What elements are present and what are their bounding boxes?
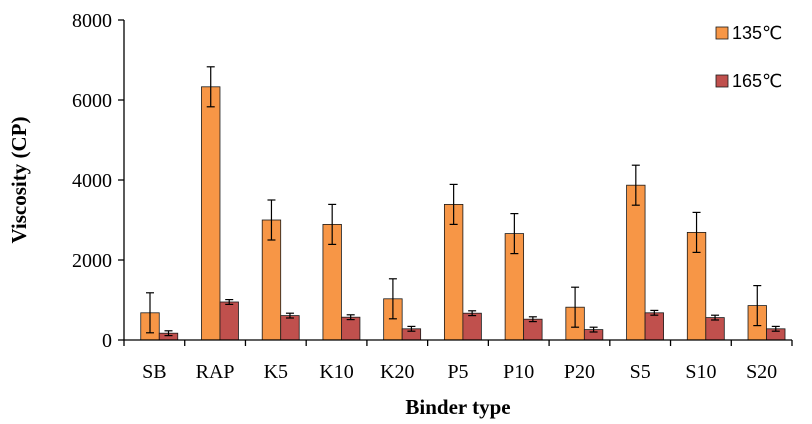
error-bar-p20-series-2 — [589, 326, 598, 333]
bars — [140, 86, 786, 341]
x-tick-label-s20: S20 — [746, 361, 777, 383]
x-tick-label-p20: P20 — [564, 361, 595, 383]
error-bar-s5-series-2 — [650, 309, 659, 316]
error-bar-p5-series-2 — [468, 310, 477, 317]
bar-p5-series-2 — [462, 312, 482, 341]
bar-k5-series-2 — [280, 315, 300, 341]
error-bar-rap-series-2 — [225, 299, 234, 305]
bar-rap-series-2 — [219, 301, 239, 341]
error-bar-rap-series-1 — [206, 66, 215, 108]
legend-label: 135℃ — [732, 23, 782, 43]
bar-p10-series-2 — [523, 318, 543, 341]
error-bar-s20-series-2 — [771, 325, 780, 332]
bar-s10-series-2 — [705, 317, 725, 341]
y-tick-label: 6000 — [72, 90, 112, 112]
x-tick-label-k20: K20 — [380, 361, 414, 383]
legend-swatch — [715, 26, 729, 40]
error-bar-p10-series-2 — [528, 316, 537, 323]
x-tick-label-k5: K5 — [264, 361, 288, 383]
error-bar-s10-series-1 — [692, 211, 701, 253]
error-bar-s10-series-2 — [711, 314, 720, 321]
bar-s5-series-2 — [644, 312, 664, 341]
legend-item-series-1: 135℃ — [715, 23, 782, 43]
error-bar-k10-series-2 — [346, 314, 355, 321]
error-bar-k20-series-1 — [388, 278, 397, 320]
x-axis-title: Binder type — [405, 395, 510, 419]
bar-s5-series-1 — [626, 184, 646, 341]
legend-label: 165℃ — [732, 71, 782, 91]
y-tick-label: 4000 — [72, 170, 112, 192]
x-tick-label-k10: K10 — [319, 361, 353, 383]
x-tick-label-s10: S10 — [685, 361, 716, 383]
x-axis-ticks: SB RAP K5 K10 K20 P5 P10 P20 S5 S10 S20 — [123, 340, 793, 383]
error-bar-p10-series-1 — [510, 213, 519, 255]
y-tick-label: 0 — [102, 330, 112, 352]
error-bar-k5-series-2 — [285, 312, 294, 319]
x-tick-label-p5: P5 — [447, 361, 468, 383]
error-bar-s20-series-1 — [753, 285, 762, 327]
legend: 135℃ 165℃ — [715, 23, 782, 91]
error-bar-s5-series-1 — [631, 164, 640, 206]
x-tick-label-sb: SB — [142, 361, 166, 383]
y-axis-title: Viscosity (CP) — [7, 117, 31, 244]
error-bar-k5-series-1 — [267, 199, 276, 241]
error-bar-p20-series-1 — [571, 286, 580, 328]
y-tick-label: 8000 — [72, 10, 112, 32]
error-bar-p5-series-1 — [449, 183, 458, 225]
x-tick-label-rap: RAP — [196, 361, 235, 383]
legend-swatch — [715, 74, 729, 88]
bar-rap-series-1 — [201, 86, 221, 341]
y-tick-label: 2000 — [72, 250, 112, 272]
error-bars — [146, 66, 780, 337]
x-tick-label-p10: P10 — [503, 361, 534, 383]
bar-k10-series-2 — [341, 316, 361, 341]
y-axis-ticks: 0 2000 4000 6000 8000 — [72, 10, 124, 352]
error-bar-k20-series-2 — [407, 325, 416, 332]
error-bar-sb-series-1 — [146, 292, 154, 334]
error-bar-sb-series-2 — [164, 330, 173, 337]
legend-item-series-2: 165℃ — [715, 71, 782, 91]
x-tick-label-s5: S5 — [630, 361, 651, 383]
error-bar-k10-series-1 — [328, 203, 337, 245]
